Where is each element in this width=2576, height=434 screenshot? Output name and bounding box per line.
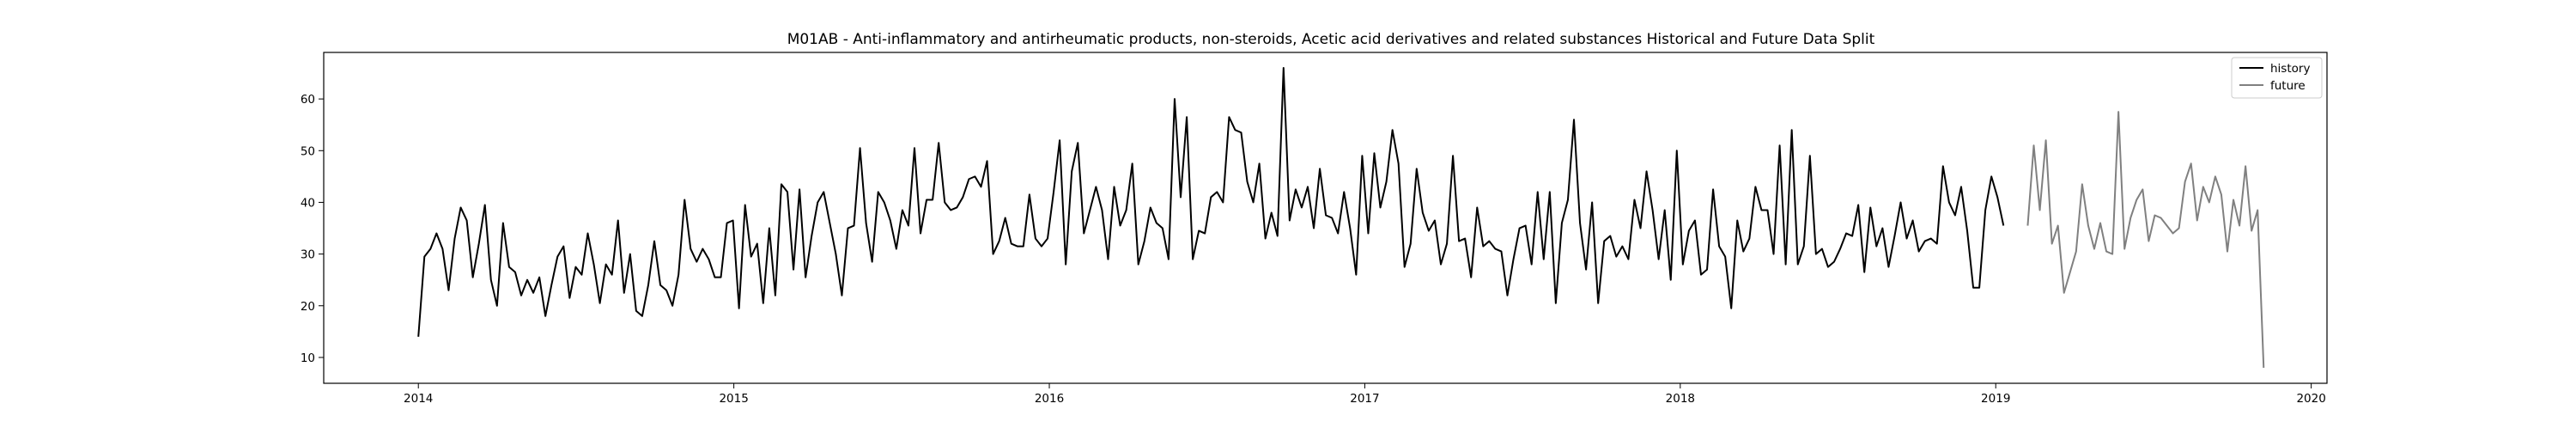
x-tick-label: 2017 bbox=[1350, 392, 1379, 406]
x-tick-label: 2020 bbox=[2296, 392, 2325, 406]
x-axis: 2014 2015 2016 2017 2018 2019 2020 bbox=[404, 383, 2326, 406]
y-tick-label: 20 bbox=[301, 300, 315, 314]
legend: history future bbox=[2231, 57, 2323, 99]
x-tick-label: 2016 bbox=[1035, 392, 1064, 406]
x-tick-label: 2014 bbox=[404, 392, 433, 406]
x-tick-label: 2019 bbox=[1981, 392, 2010, 406]
y-tick-label: 40 bbox=[301, 196, 315, 210]
y-axis: 10 20 30 40 50 60 bbox=[301, 93, 324, 365]
legend-label-future: future bbox=[2270, 79, 2306, 93]
legend-label-history: history bbox=[2270, 62, 2310, 76]
y-tick-label: 30 bbox=[301, 248, 315, 262]
plot-frame bbox=[323, 52, 2328, 384]
series-layer bbox=[417, 67, 2265, 368]
chart-title: M01AB - Anti-inflammatory and antirheuma… bbox=[787, 31, 1875, 48]
y-tick-label: 50 bbox=[301, 144, 315, 158]
y-tick-label: 10 bbox=[301, 351, 315, 365]
y-tick-label: 60 bbox=[301, 93, 315, 107]
series-line-future bbox=[2026, 111, 2265, 368]
series-line-history bbox=[417, 67, 2005, 337]
x-tick-label: 2015 bbox=[719, 392, 748, 406]
x-tick-label: 2018 bbox=[1666, 392, 1695, 406]
